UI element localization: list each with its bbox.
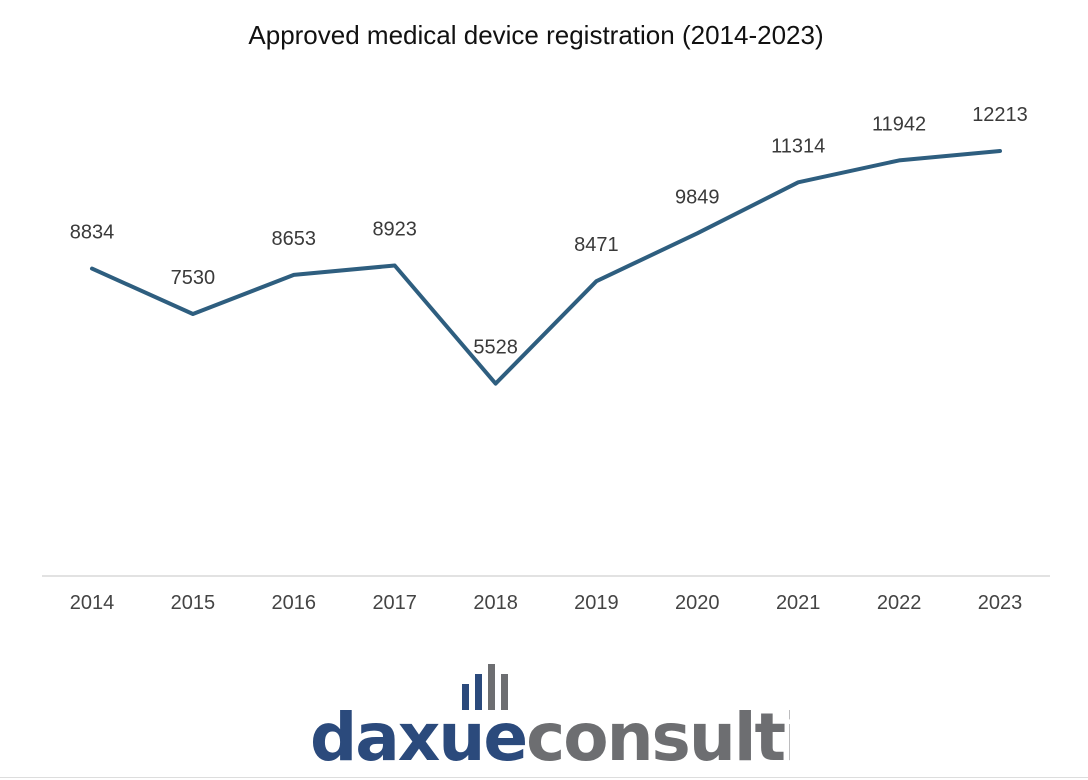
logo-text-daxue: daxue [310,699,526,776]
x-tick-label: 2021 [776,592,821,614]
x-tick-label: 2014 [70,592,115,614]
daxue-consulting-logo: daxueconsulting [310,664,790,776]
x-tick-label: 2017 [372,592,417,614]
x-tick-label: 2015 [171,592,216,614]
svg-text:daxueconsulting: daxueconsulting [310,699,790,776]
data-label: 11942 [872,113,926,135]
bottom-divider [0,777,1088,778]
line-chart: 8834 7530 8653 8923 5528 8471 9849 11314 11942 12… [42,104,1050,614]
data-label: 5528 [473,337,518,359]
data-label: 7530 [171,267,216,289]
bar-graph-icon [462,664,508,710]
data-label: 9849 [675,186,720,208]
data-label: 12213 [972,104,1028,126]
x-tick-label: 2019 [574,592,619,614]
data-label: 8653 [272,228,317,250]
x-tick-labels: 2014 2015 2016 2017 2018 2019 2020 2021 2022 2023 [70,592,1023,614]
data-labels: 8834 7530 8653 8923 5528 8471 9849 11314 11942 12… [70,104,1028,359]
logo-text-consulting: consulting [526,699,790,776]
x-tick-label: 2016 [272,592,317,614]
data-label: 8471 [574,234,619,256]
series-line [90,149,1002,386]
data-label: 11314 [771,135,825,157]
x-tick-label: 2022 [877,592,922,614]
chart-title: Approved medical device registration (20… [248,20,824,50]
x-tick-label: 2018 [473,592,518,614]
x-tick-label: 2023 [978,592,1023,614]
data-label: 8923 [372,219,417,241]
data-label: 8834 [70,222,115,244]
x-tick-label: 2020 [675,592,720,614]
